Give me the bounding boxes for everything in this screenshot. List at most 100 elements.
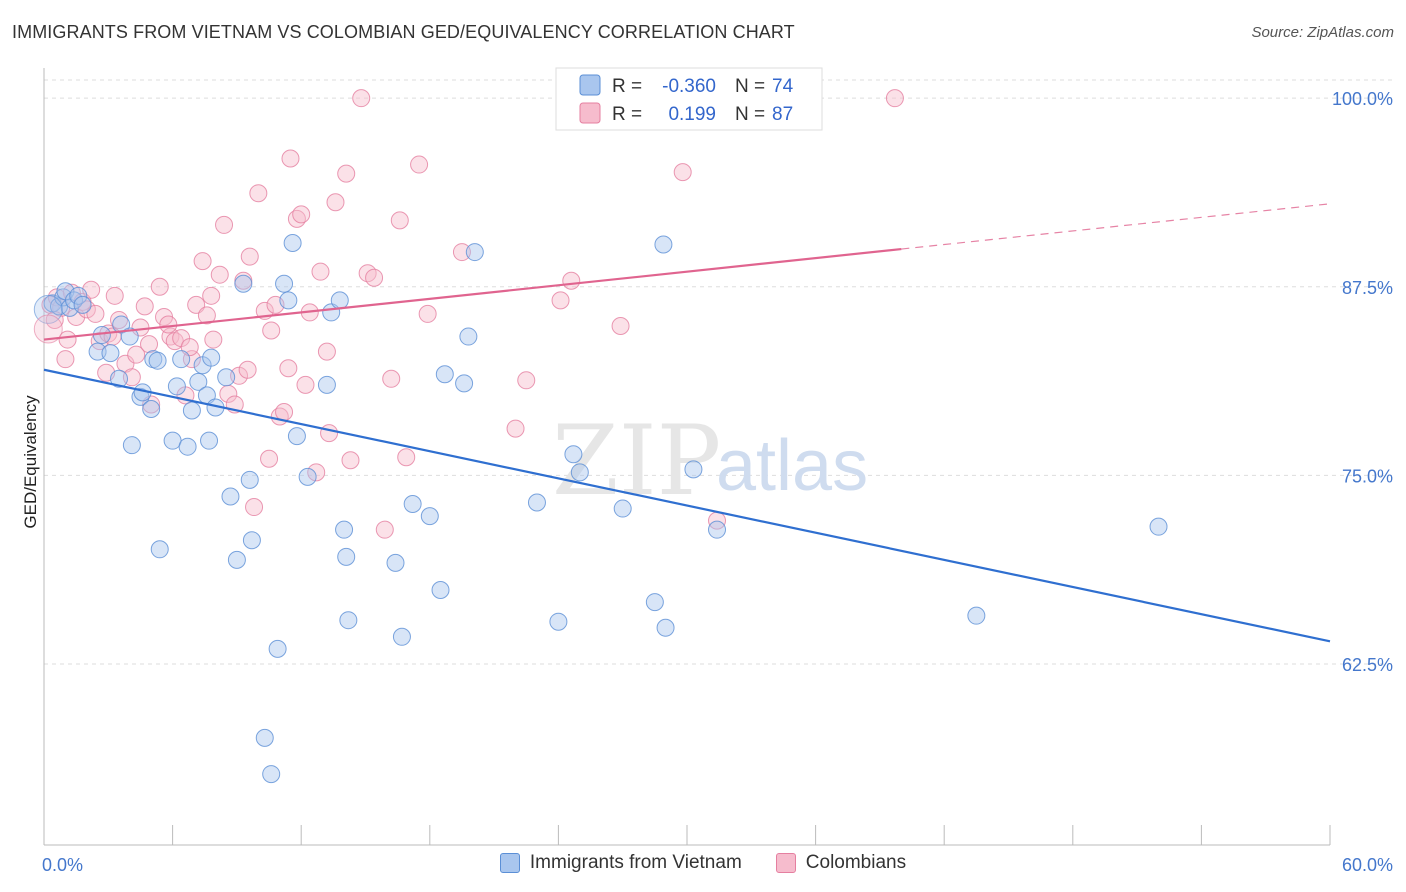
colombians-point-51 [317,342,336,361]
colombians-point-18 [135,297,154,316]
vietnam-point-49 [335,520,354,539]
colombians-point-31 [210,265,229,284]
vietnam-point-10 [101,344,120,363]
vietnam-point-57 [435,365,454,384]
vietnam-point-45 [298,467,317,486]
legend-n-value-colombians: 87 [772,104,793,125]
colombians-point-12 [105,286,124,305]
vietnam-point-64 [570,463,589,482]
vietnam-point-72 [967,606,986,625]
colombians-point-49 [307,463,326,482]
vietnam-point-40 [268,639,287,658]
vietnam-point-50 [337,547,356,566]
colombians-point-15 [122,368,141,387]
colombians-point-63 [410,155,429,174]
vietnam-point-13 [120,327,139,346]
vietnam-point-67 [645,593,664,612]
vietnam-point-35 [234,274,253,293]
vietnam-point-33 [221,487,240,506]
vietnam-point-60 [465,243,484,262]
legend-item-colombians: Colombians [775,852,906,874]
vietnam-point-8 [88,342,107,361]
y-tick-label-2: 75.0% [1342,466,1393,486]
colombians-trend-extension [901,203,1331,250]
x-tick-label-1: 60.0% [1342,855,1393,875]
tick-labels: 100.0% 87.5% 75.0% 62.5% 0.0% 60.0% [42,89,1393,875]
vietnam-point-52 [386,553,405,572]
vietnam-point-41 [275,274,294,293]
vietnam-point-36 [240,470,259,489]
legend-swatch-colombians [579,102,601,124]
legend-swatch-vietnam [499,853,520,873]
vietnam-point-19 [148,351,167,370]
colombians-point-60 [382,369,401,388]
colombians-point-66 [506,419,525,438]
colombians-point-32 [215,215,234,234]
vietnam-point-29 [200,431,219,450]
colombians-point-59 [375,520,394,539]
colombians-trend-line [43,247,902,341]
legend-n-label-colombians: N = [735,104,765,125]
vietnam-point-37 [242,531,261,550]
colombians-point-30 [204,330,223,349]
watermark-atlas: atlas [716,426,868,506]
colombians-point-3 [56,350,75,369]
vietnam-point-68 [656,618,675,637]
vietnam-point-73 [1149,517,1168,536]
vietnam-point-21 [163,431,182,450]
colombians-point-50 [311,262,330,281]
vietnam-point-53 [392,627,411,646]
vietnam-point-54 [403,495,422,514]
legend-n-label-vietnam: N = [735,76,765,97]
legend-swatch-vietnam [579,74,601,96]
vietnam-point-30 [202,348,221,367]
legend-r-value-colombians: 0.199 [668,104,716,125]
colombians-point-47 [292,205,311,224]
colombians-point-68 [551,291,570,310]
colombians-point-67 [517,371,536,390]
vietnam-point-71 [708,520,727,539]
colombians-point-58 [365,268,384,287]
vietnam-point-70 [684,460,703,479]
vietnam-point-15 [131,387,150,406]
colombians-point-65 [452,243,471,262]
x-tick-label-0: 0.0% [42,855,83,875]
vietnam-point-32 [217,368,236,387]
chart-title: IMMIGRANTS FROM VIETNAM VS COLOMBIAN GED… [12,22,795,42]
watermark: ZIP atlas [552,405,868,517]
vietnam-point-46 [317,375,336,394]
colombians-point-71 [673,163,692,182]
vietnam-point-69 [654,235,673,254]
colombians-point-cluster [33,314,63,344]
colombians-point-37 [240,247,259,266]
data-points [33,89,1168,784]
vietnam-trend-line [43,368,1331,643]
colombians-point-38 [245,498,264,517]
colombians-point-27 [187,295,206,314]
vietnam-point-34 [227,550,246,569]
colombians-point-41 [260,449,279,468]
vietnam-point-11 [110,369,129,388]
colombians-point-39 [249,184,268,203]
colombians-point-85 [58,330,77,349]
colombians-point-20 [150,277,169,296]
colombians-point-80 [86,304,105,323]
colombians-point-28 [193,252,212,271]
colombians-point-62 [397,448,416,467]
vietnam-point-17 [142,399,161,418]
colombians-point-57 [358,264,377,283]
colombians-point-53 [326,193,345,212]
legend-n-value-vietnam: 74 [772,76,794,97]
vietnam-point-26 [189,372,208,391]
vietnam-point-43 [283,234,302,253]
vietnam-point-25 [182,401,201,420]
colombians-point-74 [885,89,904,108]
vietnam-point-42 [279,291,298,310]
correlation-legend: R = -0.360 N = 74 R = 0.199 N = 87 [555,67,823,131]
colombians-point-29 [197,306,216,325]
vietnam-point-65 [613,499,632,518]
vietnam-point-14 [122,436,141,455]
colombians-point-44 [279,359,298,378]
colombians-point-78 [238,360,257,379]
